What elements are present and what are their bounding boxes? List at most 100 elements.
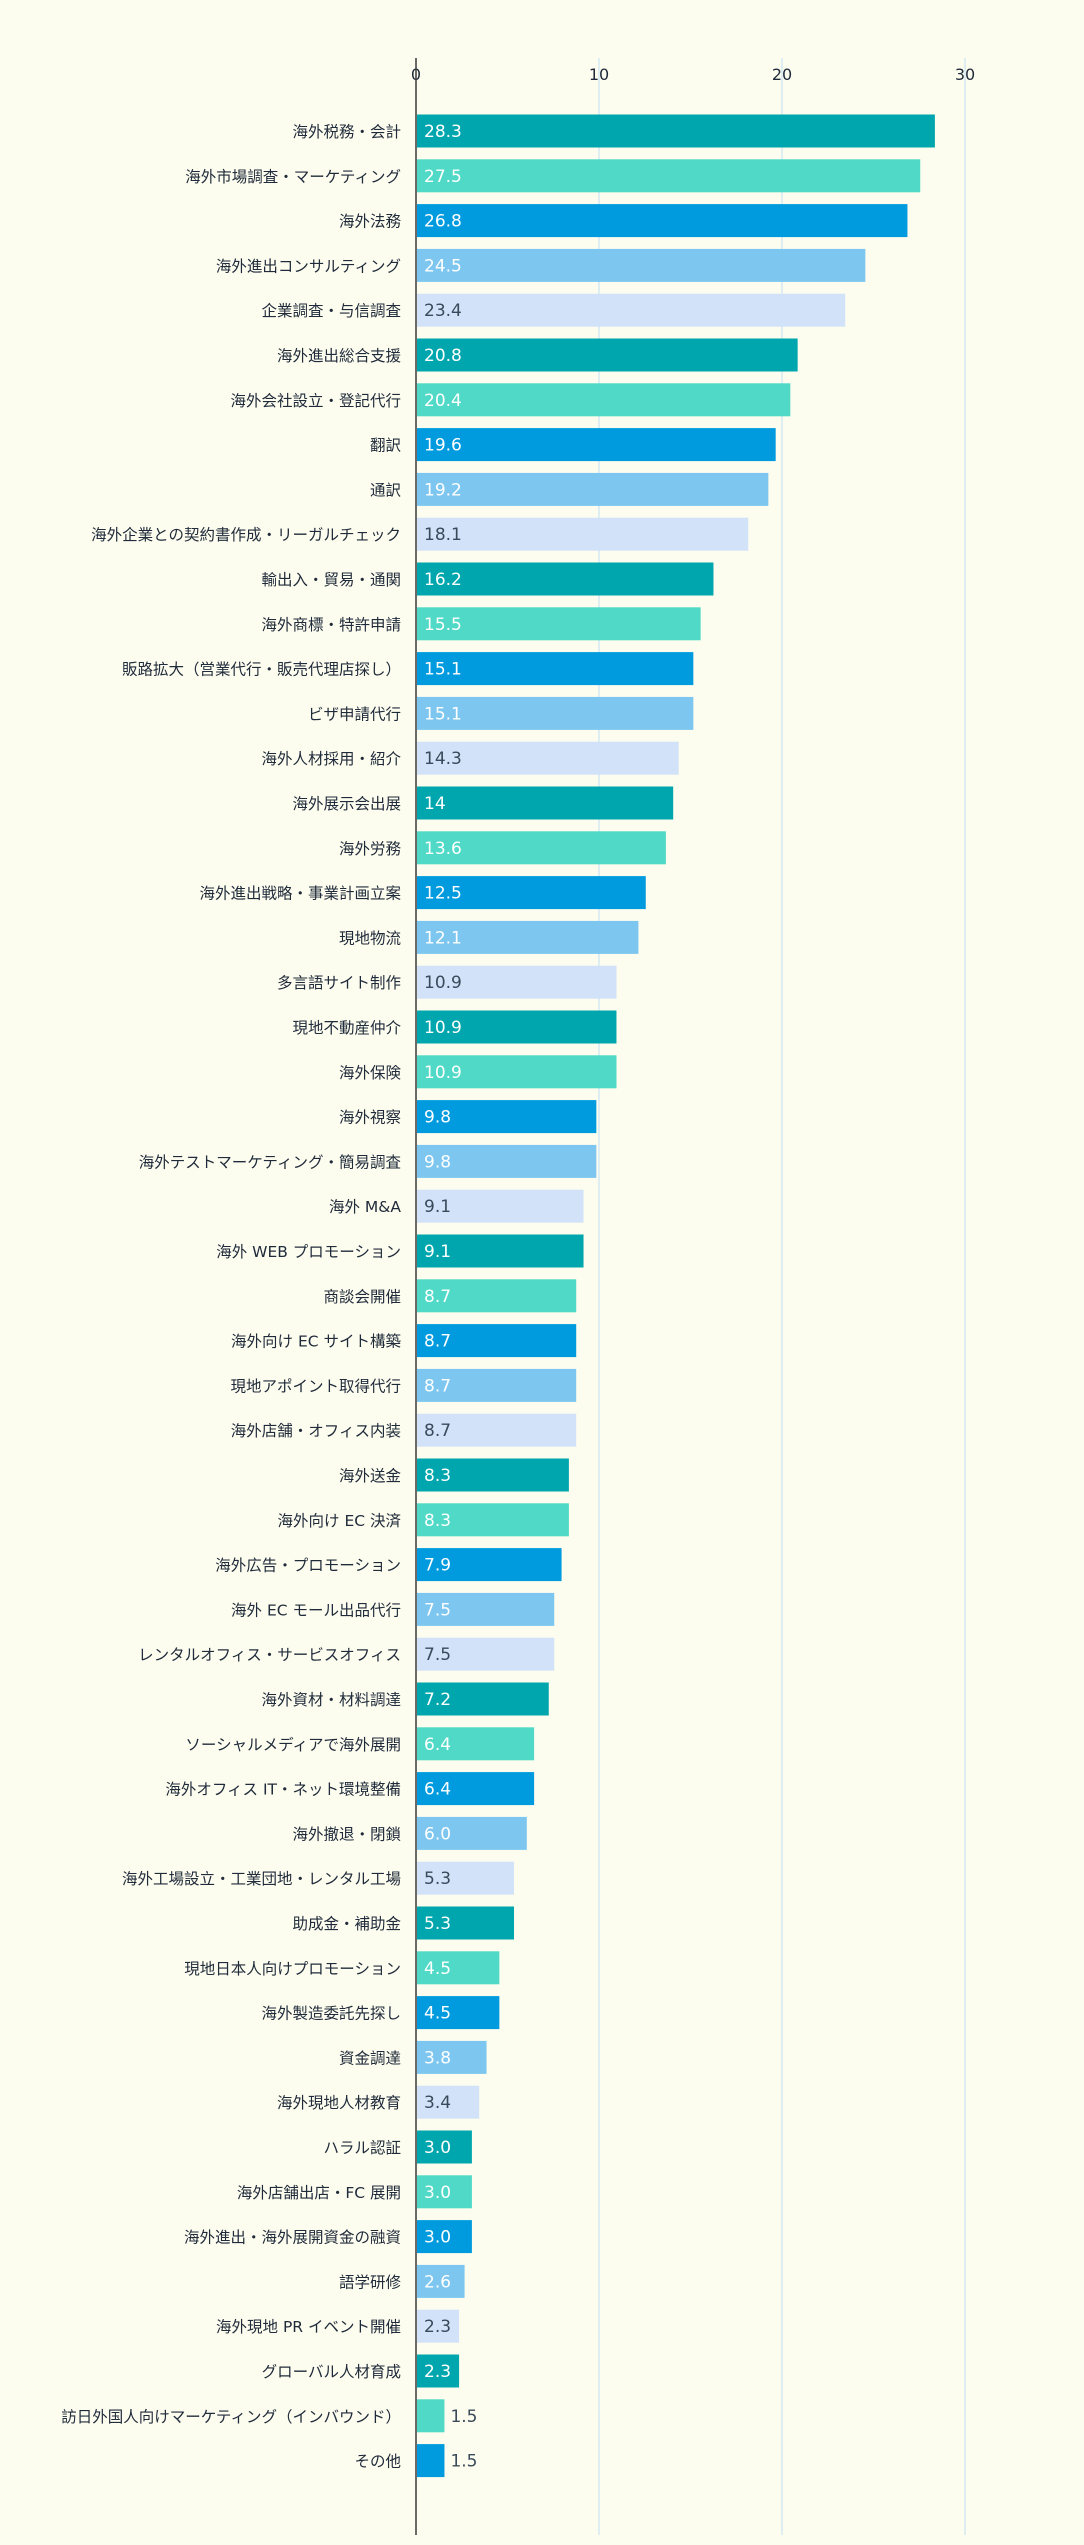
category-label: 企業調査・与信調査 [261, 302, 401, 320]
bar [417, 831, 666, 865]
bar-value-label: 4.5 [424, 2004, 451, 2024]
bar-value-label: 7.5 [424, 1600, 451, 1620]
category-label: 語学研修 [339, 2273, 402, 2291]
bar [417, 428, 776, 462]
category-label: 訪日外国人向けマーケティング（インバウンド） [61, 2408, 401, 2426]
bar [417, 920, 639, 954]
bar-value-label: 8.7 [424, 1376, 451, 1396]
category-label: 海外展示会出展 [292, 795, 401, 813]
bar [417, 2085, 480, 2119]
bar [417, 1906, 514, 1940]
bar-value-label: 15.5 [424, 615, 462, 635]
bar [417, 1772, 535, 1806]
category-label: 海外税務・会計 [292, 123, 401, 141]
bar-value-label: 6.4 [424, 1780, 451, 1800]
bar-value-label: 8.3 [424, 1466, 451, 1486]
bar-value-label: 16.2 [424, 570, 462, 590]
bar [417, 1592, 555, 1626]
category-label: ソーシャルメディアで海外展開 [185, 1735, 401, 1754]
bars: 28.3 27.5 26.8 24.5 23.4 20.8 20.4 19.6 19.2 18.1… [417, 114, 935, 2478]
category-label: 現地不動産仲介 [292, 1019, 401, 1037]
bar [417, 1637, 555, 1671]
bar [417, 1368, 577, 1402]
bar-value-label: 4.5 [424, 1959, 451, 1979]
category-label: 海外市場調査・マーケティング [185, 168, 401, 186]
x-tick-label: 20 [772, 65, 792, 84]
bar [417, 517, 749, 551]
bar [417, 696, 694, 730]
bar [417, 562, 714, 596]
bar-value-label: 6.0 [424, 1824, 451, 1844]
bar [417, 2264, 465, 2298]
bar-value-label: 10.9 [424, 1018, 462, 1038]
bar [417, 1189, 584, 1223]
category-label: 多言語サイト制作 [277, 974, 401, 992]
bar-value-label: 9.8 [424, 1108, 451, 1128]
bar-value-label: 7.9 [424, 1556, 451, 1576]
category-label: 現地日本人向けプロモーション [184, 1960, 401, 1978]
bar [417, 1816, 527, 1850]
bar [417, 1234, 584, 1268]
bar-value-label: 2.6 [424, 2272, 451, 2292]
bar [417, 1144, 597, 1178]
category-label: 海外商標・特許申請 [261, 616, 401, 634]
bar-value-label: 9.1 [424, 1197, 451, 1217]
bar-value-label: 2.3 [424, 2317, 451, 2337]
bar [417, 1413, 577, 1447]
bar-value-label: 9.8 [424, 1152, 451, 1172]
category-label: 海外店舗出店・FC 展開 [237, 2184, 401, 2202]
category-label: 海外テストマーケティング・簡易調査 [139, 1153, 401, 1171]
category-label: 海外向け EC サイト構築 [231, 1333, 401, 1351]
category-label: 海外視察 [339, 1109, 401, 1127]
bar-value-label: 28.3 [424, 122, 462, 142]
bar [417, 1010, 617, 1044]
bar-value-label: 7.2 [424, 1690, 451, 1710]
bar-value-label: 8.7 [424, 1332, 451, 1352]
bar [417, 965, 617, 999]
category-label: 海外工場設立・工業団地・レンタル工場 [122, 1870, 401, 1888]
bar [417, 1861, 514, 1895]
bar [417, 741, 679, 775]
bar [417, 876, 646, 910]
bar [417, 293, 846, 327]
bar [417, 1951, 500, 1985]
bar-value-label: 8.7 [424, 1421, 451, 1441]
bar [417, 383, 791, 417]
bar-value-label: 8.3 [424, 1511, 451, 1531]
category-label: 海外進出コンサルティング [216, 257, 401, 275]
bar [417, 1458, 569, 1492]
bar-value-label: 19.2 [424, 480, 462, 500]
category-label: 海外進出戦略・事業計画立案 [199, 885, 401, 903]
bar-value-label: 23.4 [424, 301, 462, 321]
gridlines [598, 58, 966, 2535]
category-label: 販路拡大（営業代行・販売代理店探し） [122, 661, 401, 679]
category-label: 海外現地 PR イベント開催 [216, 2318, 401, 2336]
bar [417, 2175, 472, 2209]
category-label: ビザ申請代行 [308, 705, 401, 723]
category-label: 海外資材・材料調達 [261, 1691, 401, 1709]
bar [417, 2130, 472, 2164]
category-label: 海外企業との契約書作成・リーガルチェック [91, 526, 401, 544]
category-label: レンタルオフィス・サービスオフィス [138, 1646, 401, 1664]
bar [417, 472, 769, 506]
bar-value-label: 2.3 [424, 2362, 451, 2382]
category-label: 海外オフィス IT・ネット環境整備 [165, 1780, 401, 1799]
category-label: 海外法務 [339, 213, 402, 231]
category-label: 海外 WEB プロモーション [216, 1243, 401, 1261]
bar [417, 1503, 569, 1537]
bar [417, 1100, 597, 1134]
bar-value-label: 10.9 [424, 973, 462, 993]
category-labels: 海外税務・会計海外市場調査・マーケティング海外法務海外進出コンサルティング企業調… [61, 123, 401, 2471]
bar [417, 786, 674, 820]
bar-value-label: 3.0 [424, 2138, 451, 2158]
category-label: 海外広告・プロモーション [215, 1557, 401, 1575]
bar-value-label: 1.5 [450, 2452, 477, 2472]
bar-value-label: 12.1 [424, 928, 462, 948]
bar-value-label: 10.9 [424, 1063, 462, 1083]
bar-value-label: 3.4 [424, 2093, 451, 2113]
category-label: 海外製造委託先探し [261, 2005, 401, 2023]
bar-value-label: 3.8 [424, 2048, 451, 2068]
category-label: 助成金・補助金 [292, 1915, 401, 1933]
